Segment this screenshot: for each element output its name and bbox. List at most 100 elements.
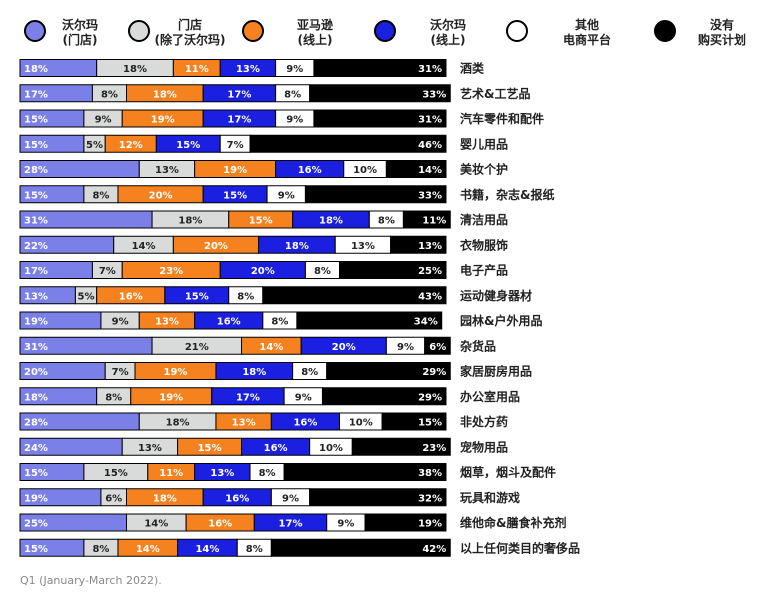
- value-label: 8%: [271, 317, 288, 328]
- legend-marker: [24, 20, 46, 42]
- value-label: 19%: [223, 165, 247, 176]
- value-label: 23%: [422, 443, 446, 454]
- value-label: 21%: [185, 342, 209, 353]
- value-label: 16%: [225, 493, 249, 504]
- value-label: 31%: [418, 64, 442, 75]
- bar-segment: [351, 437, 451, 456]
- value-label: 14%: [136, 544, 160, 555]
- value-label: 8%: [378, 216, 395, 227]
- category-label: 家居厨房用品: [460, 364, 532, 379]
- value-label: 14%: [259, 342, 283, 353]
- value-label: 15%: [24, 468, 48, 479]
- value-label: 10%: [349, 418, 373, 429]
- value-label: 8%: [259, 468, 276, 479]
- value-label: 31%: [24, 216, 48, 227]
- value-label: 14%: [144, 519, 168, 530]
- value-label: 20%: [204, 241, 228, 252]
- value-label: 15%: [24, 190, 48, 201]
- bar-segment: [309, 488, 447, 507]
- category-label: 电子产品: [460, 263, 508, 278]
- value-label: 17%: [279, 519, 303, 530]
- value-label: 28%: [24, 418, 48, 429]
- value-label: 11%: [422, 216, 446, 227]
- value-label: 38%: [418, 468, 442, 479]
- category-label: 美妆个护: [460, 162, 508, 177]
- category-label: 玩具和游戏: [460, 490, 520, 505]
- value-label: 16%: [119, 291, 143, 302]
- category-label: 衣物服饰: [460, 237, 508, 252]
- value-label: 18%: [166, 418, 190, 429]
- legend-marker: [374, 20, 396, 42]
- legend-marker: [654, 20, 676, 42]
- footnote: Q1 (January-March 2022).: [20, 574, 162, 587]
- legend-label: 其他 电商平台: [562, 18, 612, 47]
- value-label: 24%: [24, 443, 48, 454]
- value-label: 9%: [286, 64, 303, 75]
- legend-label: 没有 购买计划: [697, 18, 747, 47]
- category-label: 以上任何类目的奢侈品: [460, 540, 580, 555]
- value-label: 20%: [24, 367, 48, 378]
- value-label: 16%: [208, 519, 232, 530]
- value-label: 43%: [418, 291, 442, 302]
- value-label: 9%: [286, 115, 303, 126]
- value-label: 6%: [429, 342, 446, 353]
- legend-label: 亚马逊 (线上): [296, 18, 334, 47]
- value-label: 15%: [198, 443, 222, 454]
- value-label: 15%: [418, 418, 442, 429]
- value-label: 13%: [351, 241, 375, 252]
- category-label: 烟草，烟斗及配件: [460, 465, 556, 480]
- legend-marker: [128, 20, 150, 42]
- value-label: 13%: [210, 468, 234, 479]
- category-label: 办公室用品: [460, 389, 520, 404]
- category-label: 运动健身器材: [460, 288, 532, 303]
- value-label: 11%: [185, 64, 209, 75]
- value-label: 25%: [24, 519, 48, 530]
- value-label: 18%: [153, 493, 177, 504]
- value-label: 31%: [418, 115, 442, 126]
- value-label: 9%: [95, 115, 112, 126]
- bar-segment: [304, 185, 447, 204]
- category-label: 书籍，杂志&报纸: [460, 187, 554, 202]
- value-label: 20%: [149, 190, 173, 201]
- value-label: 8%: [101, 89, 118, 100]
- category-label: 清洁用品: [460, 212, 508, 227]
- value-label: 13%: [138, 443, 162, 454]
- bar-segment: [390, 235, 447, 254]
- value-label: 19%: [151, 115, 175, 126]
- value-label: 46%: [418, 140, 442, 151]
- bar-segment: [326, 362, 451, 380]
- bar-segment: [313, 109, 447, 128]
- value-label: 11%: [159, 468, 183, 479]
- value-label: 17%: [24, 89, 48, 100]
- value-label: 7%: [112, 367, 129, 378]
- value-label: 17%: [24, 266, 48, 277]
- value-label: 18%: [24, 64, 48, 75]
- value-label: 18%: [178, 216, 202, 227]
- value-label: 13%: [155, 317, 179, 328]
- value-label: 15%: [24, 544, 48, 555]
- legend-label: 沃尔玛 (门店): [61, 18, 99, 47]
- value-label: 8%: [105, 392, 122, 403]
- value-label: 42%: [422, 544, 446, 555]
- value-label: 15%: [24, 115, 48, 126]
- bar-segment: [402, 210, 451, 229]
- value-label: 33%: [418, 190, 442, 201]
- category-label: 汽车零件和配件: [460, 111, 544, 126]
- value-label: 10%: [353, 165, 377, 176]
- bar-segment: [385, 160, 447, 178]
- value-label: 15%: [185, 291, 209, 302]
- bar-segment: [270, 538, 451, 557]
- value-label: 19%: [164, 367, 188, 378]
- value-label: 16%: [264, 443, 288, 454]
- value-label: 23%: [159, 266, 183, 277]
- value-label: 19%: [24, 317, 48, 328]
- bar-segment: [309, 84, 451, 103]
- bar-segment: [262, 286, 447, 305]
- value-label: 19%: [418, 519, 442, 530]
- value-label: 9%: [112, 317, 129, 328]
- value-label: 8%: [237, 291, 254, 302]
- value-label: 19%: [159, 392, 183, 403]
- category-label: 婴儿用品: [460, 137, 508, 151]
- value-label: 10%: [319, 443, 343, 454]
- value-label: 17%: [227, 115, 251, 126]
